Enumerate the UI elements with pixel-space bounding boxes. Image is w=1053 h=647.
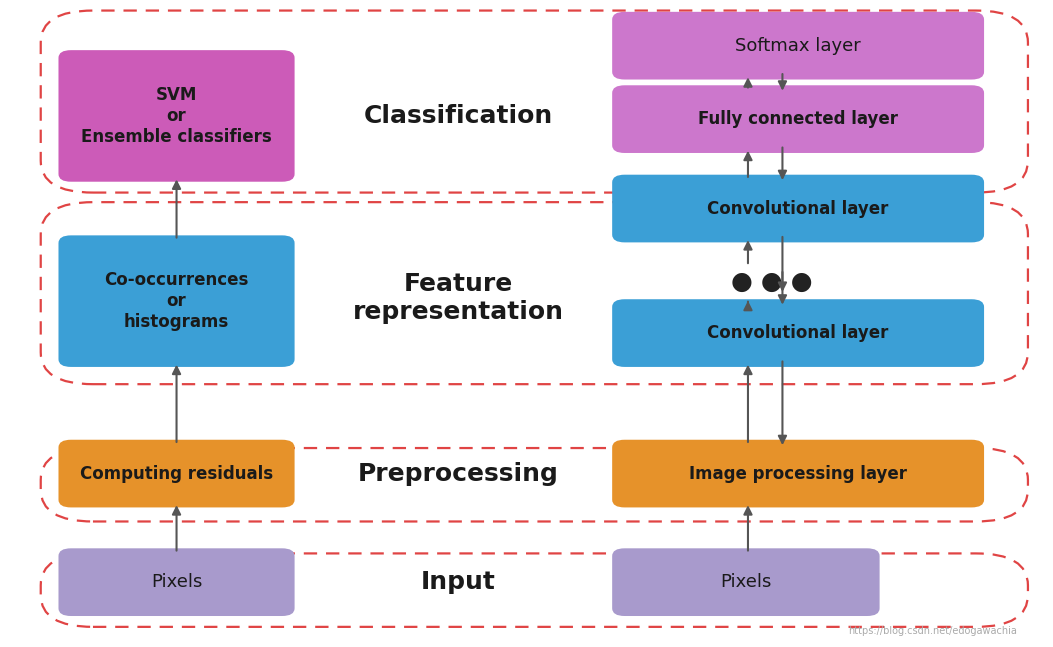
FancyBboxPatch shape <box>59 440 295 507</box>
Text: Pixels: Pixels <box>151 573 202 591</box>
Text: Convolutional layer: Convolutional layer <box>708 199 889 217</box>
Text: Pixels: Pixels <box>720 573 772 591</box>
FancyBboxPatch shape <box>612 548 879 616</box>
Text: Input: Input <box>421 570 496 594</box>
FancyBboxPatch shape <box>612 175 985 243</box>
FancyBboxPatch shape <box>59 50 295 182</box>
FancyBboxPatch shape <box>612 299 985 367</box>
FancyBboxPatch shape <box>612 440 985 507</box>
Text: ● ● ●: ● ● ● <box>731 270 813 294</box>
Text: Softmax layer: Softmax layer <box>735 37 861 55</box>
Text: Classification: Classification <box>364 104 553 128</box>
Text: Convolutional layer: Convolutional layer <box>708 324 889 342</box>
Text: Computing residuals: Computing residuals <box>80 465 273 483</box>
FancyBboxPatch shape <box>612 85 985 153</box>
Text: https://blog.csdn.net/edogawachia: https://blog.csdn.net/edogawachia <box>849 626 1017 637</box>
FancyBboxPatch shape <box>59 548 295 616</box>
FancyBboxPatch shape <box>59 236 295 367</box>
Text: Fully connected layer: Fully connected layer <box>698 110 898 128</box>
Text: Co-occurrences
or
histograms: Co-occurrences or histograms <box>104 271 249 331</box>
Text: Preprocessing: Preprocessing <box>358 461 559 486</box>
Text: SVM
or
Ensemble classifiers: SVM or Ensemble classifiers <box>81 86 272 146</box>
Text: Feature
representation: Feature representation <box>353 272 564 324</box>
Text: Image processing layer: Image processing layer <box>689 465 907 483</box>
FancyBboxPatch shape <box>612 12 985 80</box>
